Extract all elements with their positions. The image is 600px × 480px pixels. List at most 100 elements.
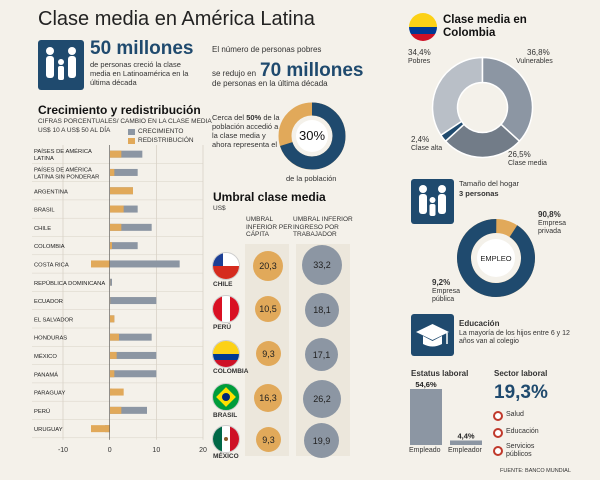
growth-bar <box>109 297 157 305</box>
country-label-colombia: COLOMBIA <box>213 368 249 375</box>
colombia-flag-circle <box>409 13 437 41</box>
country-label-brasil: BRASIL <box>213 412 238 419</box>
x-tick-label: -10 <box>58 447 68 454</box>
category-label: HONDURAS <box>34 336 67 342</box>
pobres-label: Pobres <box>408 58 431 65</box>
growth-title: Crecimiento y redistribución <box>38 103 201 117</box>
chile-flag <box>212 252 240 280</box>
growth-bar <box>109 150 143 158</box>
umbral-unit: US$ <box>213 205 226 212</box>
colombia-flag <box>212 340 240 368</box>
redistribution-bar <box>109 150 122 158</box>
umbral-v1-colombia: 9,3 <box>256 341 281 366</box>
estatus-value-label: 54,6% <box>415 380 437 389</box>
x-tick-label: 10 <box>152 447 160 454</box>
growth-bar <box>109 242 138 250</box>
category-label: PERÚ <box>34 408 50 415</box>
legend-redis <box>128 138 135 144</box>
growth-subtitle: CIFRAS PORCENTUALES/ CAMBIO EN LA CLASE … <box>38 118 212 125</box>
household-num: 3 personas <box>459 189 499 198</box>
legend-growth <box>128 129 135 135</box>
growth-bar <box>109 168 138 176</box>
growth-bar <box>109 370 157 378</box>
legend-redis-label: REDISTRIBUCIÓN <box>138 137 194 144</box>
growth-bar <box>109 333 152 341</box>
x-tick-label: 0 <box>108 447 112 454</box>
umbral-v2-mexico: 19,9 <box>304 423 339 458</box>
vulnerables-label: Vulnerables <box>516 58 553 65</box>
half-text: Cerca del 50% de la población accedió a … <box>212 113 282 149</box>
source: FUENTE: BANCO MUNDIAL <box>500 468 571 474</box>
redistribution-bar <box>109 242 112 250</box>
population-pct: 30% <box>298 128 326 143</box>
category-label: URUGUAY <box>34 427 63 433</box>
country-label-mexico: MÉXICO <box>213 453 239 460</box>
redistribution-bar <box>109 187 133 195</box>
colombia-title: Clase media en Colombia <box>443 14 527 39</box>
poor-number: 70 millones <box>260 60 364 81</box>
umbral-v1-peru: 10,5 <box>255 296 281 322</box>
category-label: PAÍSES DE AMÉRICA <box>34 148 92 155</box>
redistribution-bar <box>109 333 119 341</box>
family-icon <box>419 185 446 216</box>
growth-bar <box>109 351 157 359</box>
pobres-pct: 34,4% <box>408 48 431 57</box>
estatus-bar <box>450 440 482 445</box>
umbral-v2-brasil: 26,2 <box>303 380 341 418</box>
media-pct: 26,5% <box>508 150 531 159</box>
poor-text-3: de personas en la última década <box>212 79 328 88</box>
sector-servicios: Servicios públicos <box>506 443 535 458</box>
poor-text-2: se redujo en <box>212 69 257 78</box>
family-icon <box>46 47 76 80</box>
category-label: CHILE <box>34 226 51 232</box>
public-pct: 9,2% <box>432 278 451 287</box>
colombia-pie <box>431 56 534 159</box>
growth-bar <box>109 223 152 231</box>
pie-slice-vulnerables <box>481 56 534 143</box>
redistribution-bar <box>109 351 117 359</box>
redistribution-bar <box>109 388 124 396</box>
growth-subtitle-2: US$ 10 A US$ 50 AL DÍA <box>38 127 111 134</box>
empleo-donut <box>457 219 535 297</box>
category-label: LATINA SIN PONDERAR <box>34 174 99 180</box>
page-title: Clase media en América Latina <box>38 8 315 30</box>
sector-title: Sector laboral <box>494 369 548 378</box>
public-label: Empresa pública <box>432 288 461 303</box>
intro-text: de personas creció la clase media en Lat… <box>90 60 189 87</box>
education-icon-box <box>411 314 454 356</box>
pie-slice-clase-alta <box>439 120 466 143</box>
educacion-icon <box>493 428 503 438</box>
legend-growth-label: CRECIMIENTO <box>138 128 184 135</box>
umbral-v1-brasil: 16,3 <box>254 384 282 412</box>
half-text-b: 50% <box>246 113 262 122</box>
category-label: ARGENTINA <box>34 189 68 195</box>
empleo-label: EMPLEO <box>480 254 512 263</box>
growth-bar <box>109 278 112 286</box>
category-label: ECUADOR <box>34 299 63 305</box>
sector-salud: Salud <box>506 411 524 418</box>
umbral-v2-chile: 33,2 <box>302 245 342 285</box>
estatus-bar <box>410 389 442 445</box>
category-label: COSTA RICA <box>34 262 69 268</box>
category-label: MÉXICO <box>34 353 57 360</box>
x-tick-label: 20 <box>199 447 207 454</box>
category-label: PAÍSES DE AMÉRICA <box>34 166 92 173</box>
category-label: BRASIL <box>34 208 55 214</box>
umbral-v2-colombia: 17,1 <box>305 338 338 371</box>
salud-icon <box>493 411 503 421</box>
population-caption: de la población <box>286 174 337 183</box>
sector-pct: 19,3% <box>494 382 548 403</box>
growth-bar <box>109 406 147 414</box>
pie-slice-clase-media <box>444 123 521 159</box>
category-label: PARAGUAY <box>34 391 65 397</box>
household-icon-box <box>411 179 454 224</box>
umbral-col1: UMBRAL INFERIOR PER CÁPITA <box>246 216 293 238</box>
country-label-chile: CHILE <box>213 281 233 288</box>
graduation-cap-icon <box>416 324 449 347</box>
redistribution-bar <box>109 315 115 323</box>
alta-label: Clase alta <box>411 145 443 152</box>
redistribution-bar <box>109 205 124 213</box>
mexico-flag <box>212 425 240 453</box>
country-label-peru: PERÚ <box>213 324 232 331</box>
